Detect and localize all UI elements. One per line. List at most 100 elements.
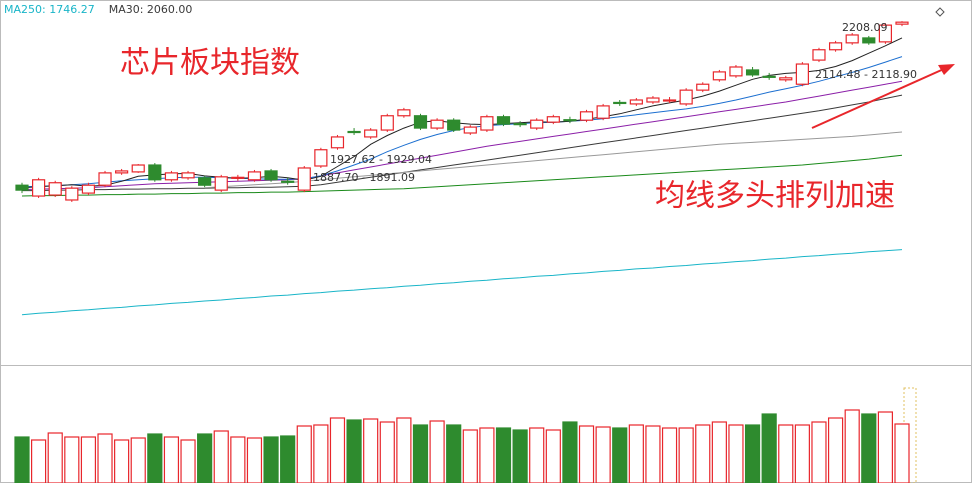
volume-bar <box>479 427 495 483</box>
candle-body <box>364 129 378 138</box>
candle-body <box>115 170 129 174</box>
candle-body <box>314 149 328 167</box>
volume-bar <box>578 425 595 483</box>
candle-body <box>812 49 826 61</box>
candle-body <box>745 69 760 76</box>
volume-bar <box>313 424 329 483</box>
volume-bar <box>64 436 80 483</box>
volume-bar <box>744 424 761 483</box>
candle-body <box>148 164 162 181</box>
volume-bar <box>877 411 893 483</box>
candle-body <box>48 182 62 196</box>
candle-body <box>895 21 909 25</box>
volume-bar <box>346 419 362 483</box>
volume-bar <box>827 417 844 483</box>
candle-body <box>164 172 179 181</box>
volume-bar <box>80 436 97 483</box>
candle-body <box>347 130 361 134</box>
candle-body <box>214 176 228 191</box>
price-label: 2208.09 <box>842 21 888 34</box>
menu-icon[interactable] <box>935 7 945 17</box>
volume-bar <box>429 420 445 483</box>
candle-body <box>247 171 262 181</box>
volume-bar <box>728 424 744 483</box>
price-label: 1927.62 - 1929.04 <box>330 153 432 166</box>
volume-bar <box>31 439 47 483</box>
volume-bars <box>14 409 910 483</box>
volume-bar <box>794 424 810 483</box>
volume-bar <box>147 433 163 483</box>
candle-body <box>679 89 693 105</box>
candle-body <box>795 63 809 85</box>
candle-body <box>530 119 544 129</box>
candle-body <box>231 176 245 179</box>
candle-body <box>712 71 726 81</box>
volume-bar <box>495 427 512 483</box>
candle-body <box>330 136 345 149</box>
chart-title: 芯片板块指数 <box>120 46 300 81</box>
candle-body <box>696 83 710 91</box>
candle-body <box>131 164 145 173</box>
candle-body <box>762 75 776 78</box>
candle-body <box>629 99 643 105</box>
candle-body <box>828 42 843 51</box>
ma-line <box>21 154 903 197</box>
volume-bar <box>695 424 711 483</box>
arrow <box>811 64 955 129</box>
candle-body <box>281 180 295 183</box>
volume-bar <box>844 409 860 483</box>
annotation: 均线多头排列加速 <box>655 179 895 214</box>
candle-body <box>596 105 610 119</box>
volume-bar <box>512 429 528 483</box>
volume-bar <box>47 432 63 483</box>
price-label: 2114.48 - 2118.90 <box>815 68 917 81</box>
volume-bar <box>114 439 130 483</box>
candle-body <box>430 119 444 129</box>
candle-body <box>32 179 46 197</box>
volume-bar <box>412 424 429 483</box>
volume-bar <box>130 437 146 483</box>
candle-body <box>496 116 511 125</box>
candle-body <box>613 101 627 105</box>
candle-body <box>447 119 461 131</box>
ma-line <box>22 94 903 192</box>
candle-body <box>264 170 278 181</box>
candle-body <box>579 111 594 121</box>
volume-bar <box>861 413 877 483</box>
volume-bar <box>97 433 113 483</box>
candle-body <box>380 115 394 131</box>
volume-bar <box>246 437 263 483</box>
volume-bar <box>197 433 213 483</box>
price-label: 1887.70 - 1891.09 <box>313 171 415 184</box>
volume-bar <box>329 417 346 483</box>
candle-body <box>98 172 112 186</box>
volume-bar <box>678 427 694 483</box>
volume-bar <box>612 427 628 483</box>
volume-bar <box>778 424 794 483</box>
candle-body <box>463 126 477 134</box>
volume-bar <box>595 426 611 483</box>
volume-bar <box>446 424 462 483</box>
ma-line <box>21 249 903 316</box>
candle-body <box>646 97 660 103</box>
volume-bar <box>645 425 661 483</box>
candle-body <box>862 37 876 44</box>
candle-body <box>513 123 527 126</box>
candle-body <box>81 184 96 194</box>
volume-bar <box>280 435 296 483</box>
volume-bar <box>263 436 279 483</box>
volume-bar <box>529 427 545 483</box>
volume-bar <box>363 418 379 483</box>
volume-bar <box>163 436 180 483</box>
volume-bar <box>562 421 578 483</box>
candle-body <box>297 167 311 191</box>
candle-body <box>546 116 560 123</box>
volume-bar <box>711 421 727 483</box>
candle-body <box>198 177 212 186</box>
volume-bar <box>180 439 196 483</box>
legend-entry: MA250: 1746.27 <box>4 3 95 16</box>
volume-bar <box>811 421 827 483</box>
candle-body <box>729 66 743 77</box>
